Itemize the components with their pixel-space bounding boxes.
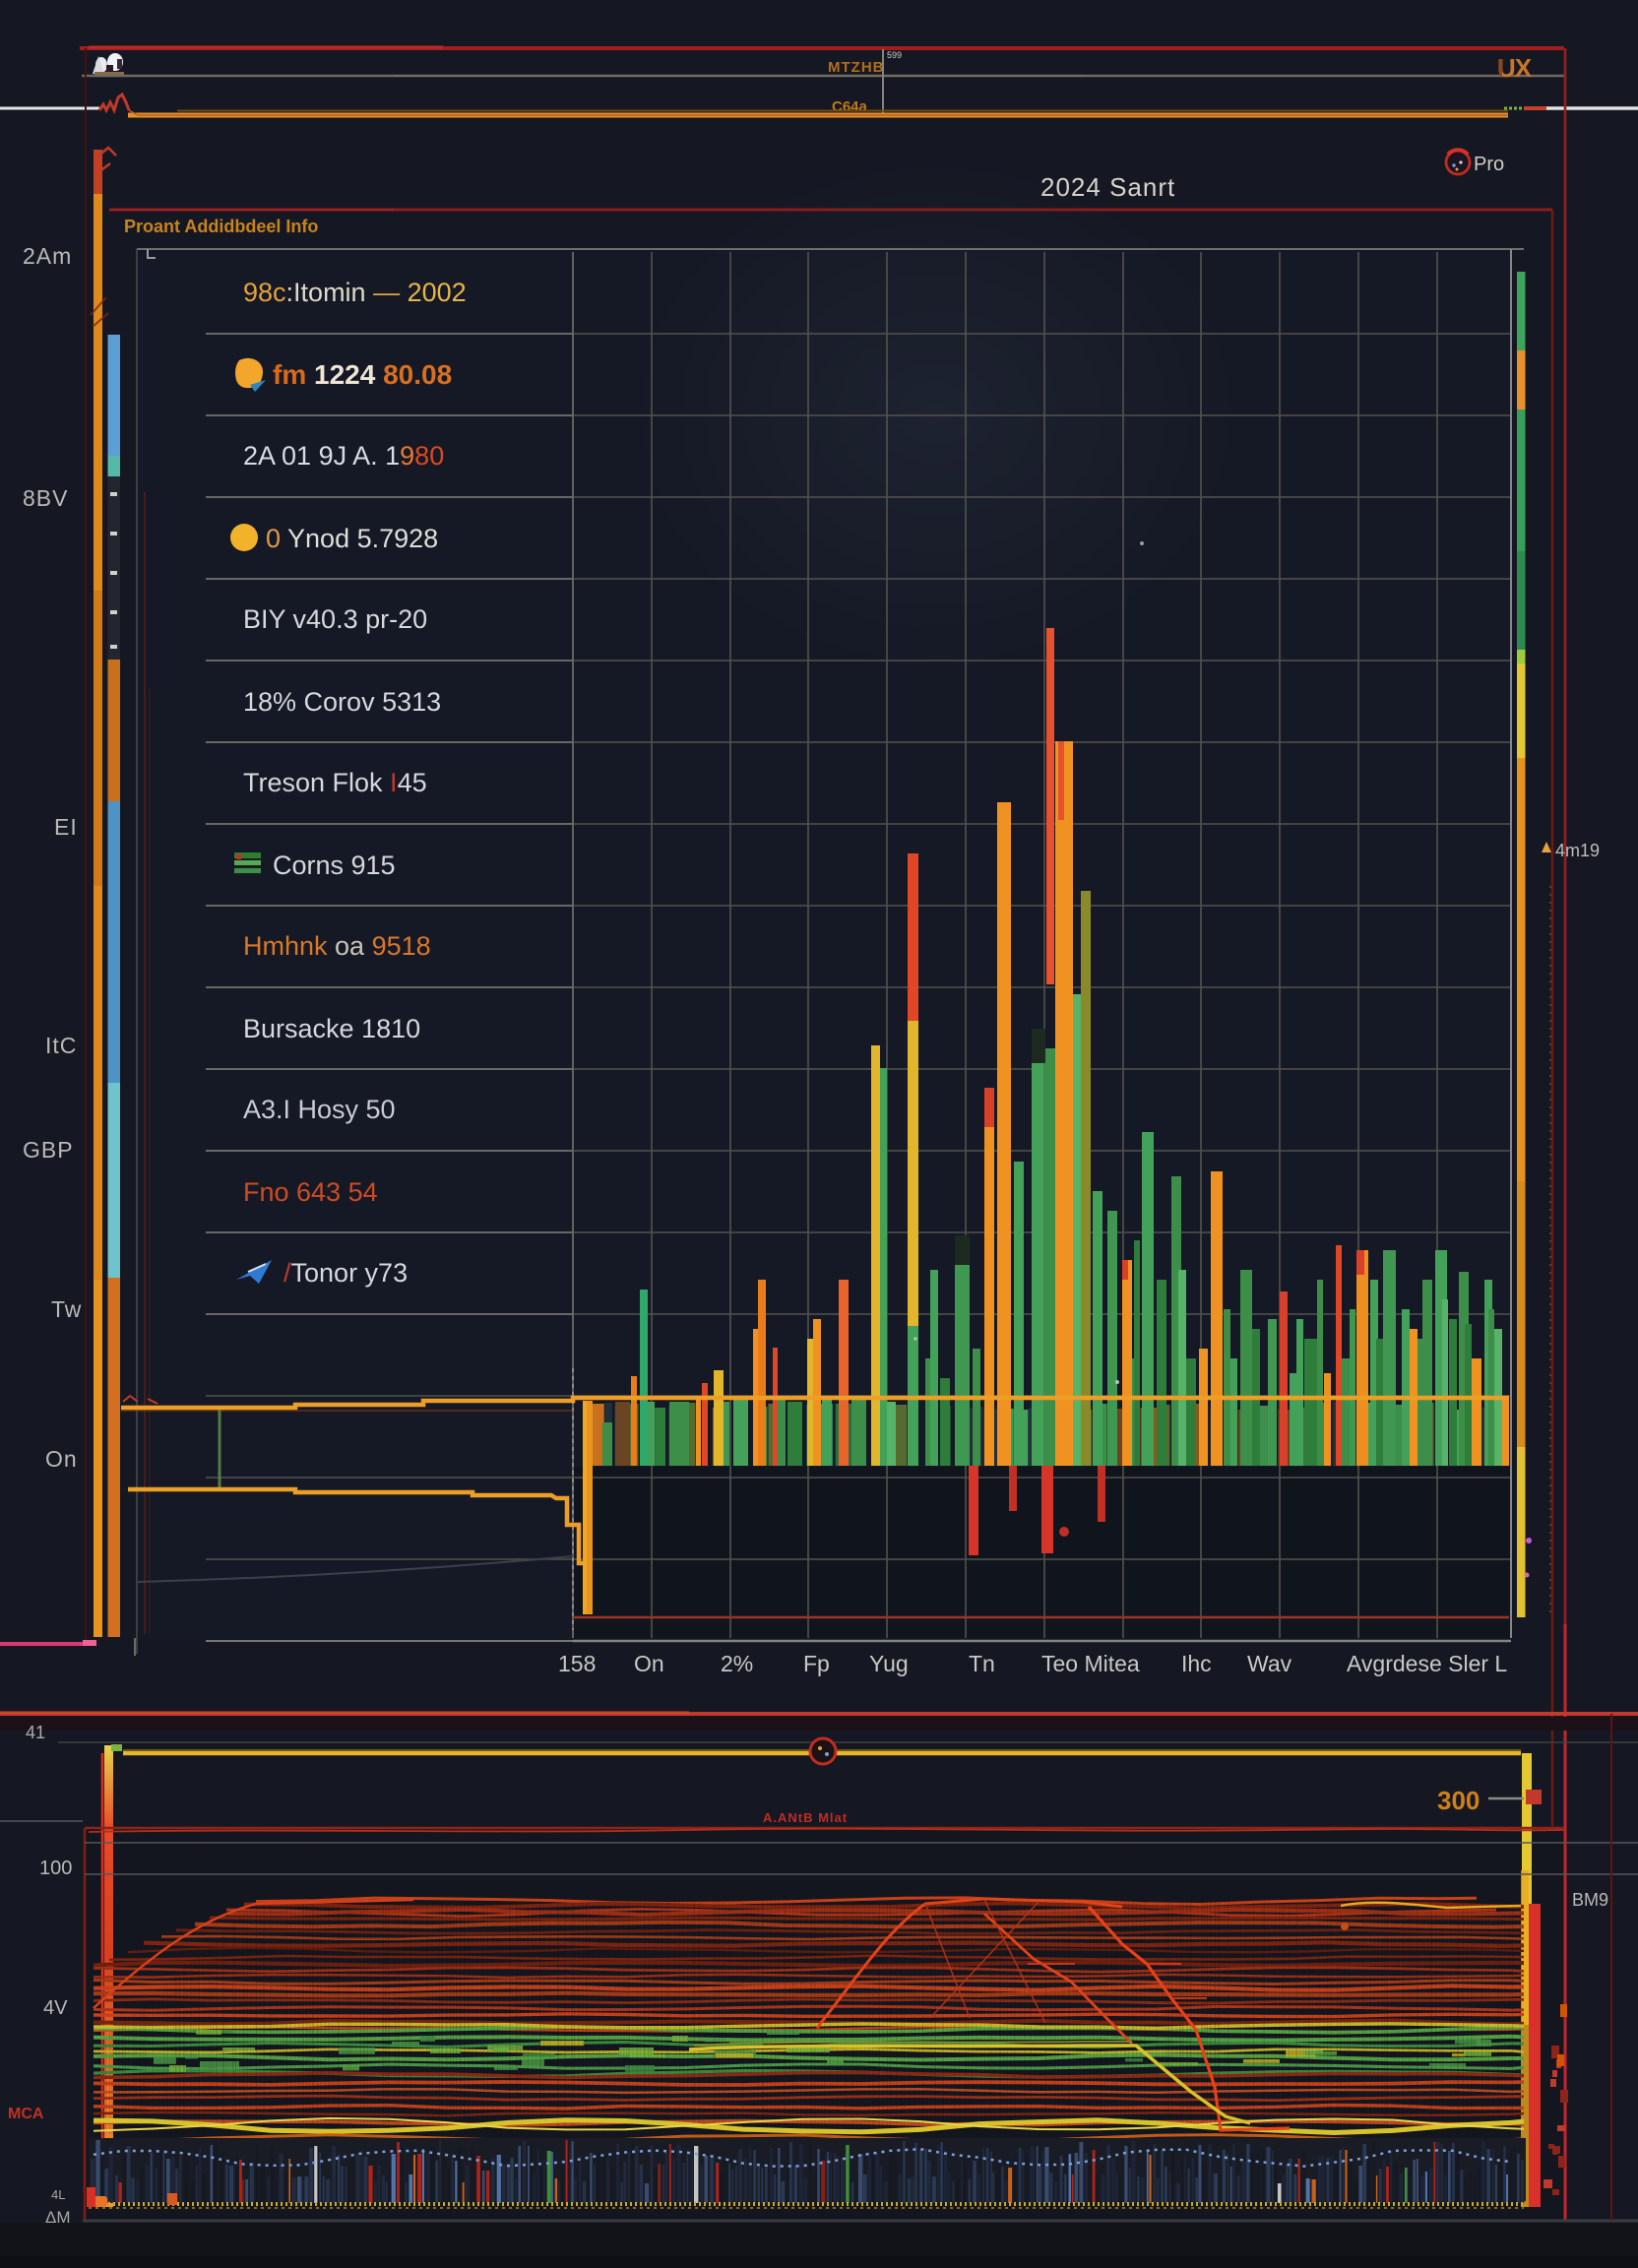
svg-text:A3.I Hosy 50: A3.I Hosy 50 [243, 1095, 396, 1124]
svg-text:EI: EI [54, 814, 78, 840]
svg-text:Wav: Wav [1247, 1651, 1292, 1676]
svg-text:18% Corov 5313: 18% Corov 5313 [243, 687, 441, 717]
svg-text:2A 01 9J A. 1980: 2A 01 9J A. 1980 [243, 441, 444, 471]
svg-text:Proant Addidbdeel Info: Proant Addidbdeel Info [124, 217, 318, 236]
svg-text:Pro: Pro [1474, 154, 1504, 175]
svg-text:fm 1224 80.08: fm 1224 80.08 [273, 359, 452, 390]
svg-text:158: 158 [558, 1651, 596, 1676]
svg-text:MCA: MCA [8, 2106, 44, 2122]
svg-text:Corns 915: Corns 915 [273, 850, 396, 880]
svg-text:8BV: 8BV [23, 485, 68, 511]
svg-text:0 Ynod 5.7928: 0 Ynod 5.7928 [266, 524, 438, 553]
svg-text:ItC: ItC [45, 1033, 77, 1058]
svg-text:/Tonor y73: /Tonor y73 [284, 1258, 408, 1288]
svg-text:A.ANtB Mlat: A.ANtB Mlat [763, 1810, 848, 1825]
svg-text:BM9: BM9 [1572, 1890, 1608, 1910]
svg-text:300: 300 [1437, 1786, 1480, 1815]
svg-text:2Am: 2Am [23, 243, 72, 269]
svg-text:Tn: Tn [969, 1651, 995, 1676]
svg-text:Fno 643 54: Fno 643 54 [243, 1177, 378, 1207]
svg-text:4L: 4L [51, 2187, 65, 2202]
svg-text:Fp: Fp [803, 1651, 830, 1676]
svg-text:Bursacke 1810: Bursacke 1810 [243, 1014, 420, 1043]
svg-text:Avgrdese Sler L: Avgrdese Sler L [1347, 1651, 1507, 1676]
svg-text:4m19: 4m19 [1555, 841, 1600, 860]
svg-text:41: 41 [26, 1723, 45, 1742]
svg-text:On: On [634, 1651, 664, 1676]
svg-text:Treson Flok I45: Treson Flok I45 [243, 768, 427, 797]
svg-text:ΔM: ΔM [45, 2208, 71, 2227]
svg-text:98c:Itomin — 2002: 98c:Itomin — 2002 [243, 278, 467, 307]
svg-text:Teo Mitea: Teo Mitea [1041, 1651, 1140, 1676]
svg-text:C64a: C64a [832, 98, 868, 115]
svg-text:100: 100 [39, 1858, 72, 1879]
svg-text:Ihc: Ihc [1181, 1651, 1212, 1676]
svg-text:599: 599 [887, 50, 902, 60]
svg-text:GBP: GBP [23, 1137, 74, 1163]
svg-text:Tw: Tw [51, 1296, 82, 1322]
svg-text:4V: 4V [43, 1997, 68, 2019]
svg-text:2%: 2% [721, 1651, 753, 1676]
svg-text:BIY v40.3 pr-20: BIY v40.3 pr-20 [243, 604, 427, 634]
svg-text:MTZHB: MTZHB [828, 59, 885, 76]
svg-text:On: On [45, 1446, 78, 1472]
svg-text:UX: UX [1497, 53, 1533, 83]
svg-text:Yug: Yug [869, 1651, 909, 1676]
svg-text:Hmhnk oa 9518: Hmhnk oa 9518 [243, 931, 431, 961]
